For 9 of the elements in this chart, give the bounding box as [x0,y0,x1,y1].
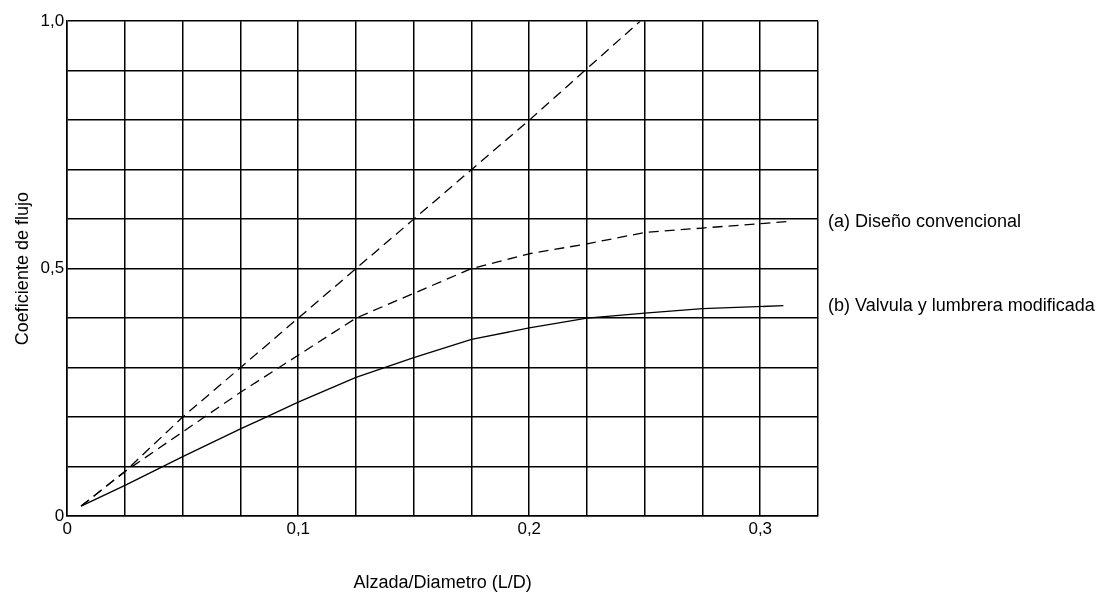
x-axis-title: Alzada/Diametro (L/D) [353,572,532,593]
text: (a) Diseño convencional [828,210,1022,231]
y-tick-label: 1,0 [40,10,65,30]
y-axis-title: Coeficiente de flujo [11,192,32,346]
x-tick-label: 0,1 [286,518,311,538]
text: (b) Valvula y lumbrera modificada [828,294,1096,315]
y-tick-label: 0,5 [40,258,65,278]
x-tick-label: 0,2 [517,518,542,538]
x-tick-label: 0,3 [748,518,773,538]
